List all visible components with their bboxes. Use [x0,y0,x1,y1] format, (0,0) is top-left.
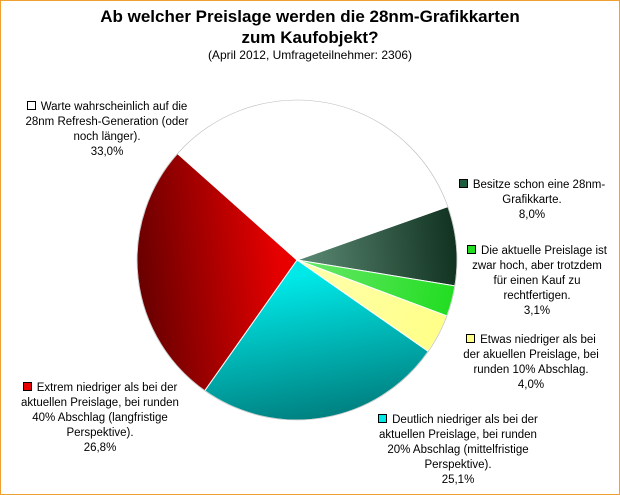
legend-swatch-warte [26,101,36,110]
legend-item-besitze: Besitze schon eine 28nm- Grafikkarte. 8,… [452,178,612,223]
legend-line: 28nm Refresh-Generation (oder [25,116,189,128]
legend-line: runden 10% Abschlag. [473,364,589,376]
legend-line: Perspektive). [66,427,134,439]
legend-line: aktuellen Preislage, bei runden [21,397,179,409]
legend-line: Extrem niedriger als bei der [36,382,178,394]
legend-line: Besitze schon eine 28nm- [472,179,606,191]
chart-title-line-1: Ab welcher Preislage werden die 28nm-Gra… [100,7,520,26]
legend-value-etwas: 4,0% [517,379,545,391]
chart-title-line-2: zum Kaufobjekt? [241,28,379,47]
legend-item-aktuelle: Die aktuelle Preislage ist zwar hoch, ab… [462,244,612,319]
legend-line: 40% Abschlag (langfristige [32,412,168,424]
legend-line: Perspektive). [424,459,492,471]
chart-title: Ab welcher Preislage werden die 28nm-Gra… [0,6,620,48]
legend-swatch-aktuelle [467,245,477,254]
legend-item-extrem: Extrem niedriger als bei der aktuellen P… [2,381,198,456]
legend-value-deutlich: 25,1% [441,474,475,486]
legend-line: noch länger). [73,131,141,143]
legend-swatch-extrem [22,382,32,391]
legend-item-deutlich: Deutlich niedriger als bei der aktuellen… [358,413,558,488]
legend-line: rechtfertigen. [503,290,571,302]
legend-line: Die aktuelle Preislage ist [481,245,607,257]
legend-line: für einen Kauf zu [493,275,581,287]
legend-item-etwas: Etwas niedriger als bei der akuellen Pre… [448,333,614,393]
legend-line: aktuellen Preislage, bei runden [379,429,537,441]
legend-line: Etwas niedriger als bei [480,334,596,346]
legend-line: der akuellen Preislage, bei [463,349,599,361]
legend-value-aktuelle: 3,1% [523,305,551,317]
legend-line: zwar hoch, aber trotzdem [472,260,602,272]
chart-subtitle: (April 2012, Umfrageteilnehmer: 2306) [207,48,413,62]
legend-line: Grafikkarte. [502,194,562,206]
legend-line: Deutlich niedriger als bei der [392,414,538,426]
legend-swatch-besitze [458,179,468,188]
legend-swatch-etwas [466,334,476,343]
legend-value-besitze: 8,0% [518,209,546,221]
legend-swatch-deutlich [378,414,388,423]
legend-line: Warte wahrscheinlich auf die [40,101,188,113]
legend-value-extrem: 26,8% [83,442,117,454]
legend-line: 20% Abschlag (mittelfristige [387,444,529,456]
legend-item-warte: Warte wahrscheinlich auf die 28nm Refres… [2,100,212,160]
legend-value-warte: 33,0% [90,146,124,158]
pie-outline [136,99,458,421]
